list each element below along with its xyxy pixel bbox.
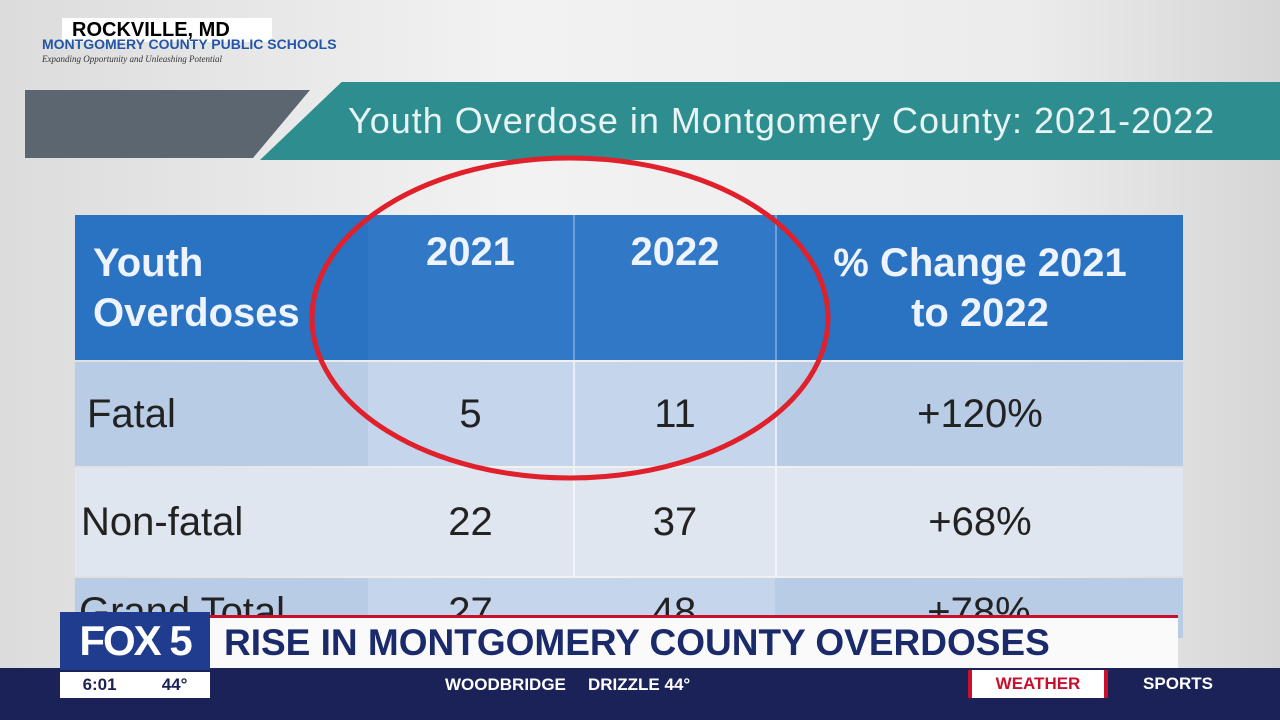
red-circle bbox=[309, 155, 831, 481]
banner-logo: FOX 5 bbox=[60, 612, 210, 670]
cell: +120% bbox=[775, 362, 1183, 466]
ticker-weather: DRIZZLE 44° bbox=[588, 675, 691, 694]
cell: 22 bbox=[368, 468, 573, 576]
row-label: Non-fatal bbox=[75, 468, 368, 576]
cell: 11 bbox=[573, 362, 775, 466]
slide-bar bbox=[260, 82, 1280, 160]
location-tag: ROCKVILLE, MD bbox=[62, 18, 272, 42]
headline-box: RISE IN MONTGOMERY COUNTY OVERDOSES bbox=[210, 615, 1178, 668]
row-label: Fatal bbox=[75, 362, 368, 466]
cell: 5 bbox=[368, 362, 573, 466]
cell: 37 bbox=[573, 468, 775, 576]
header-cell: 2022 bbox=[573, 215, 775, 360]
logo-org: MONTGOMERY COUNTY PUBLIC SCHOOLS bbox=[42, 36, 337, 52]
header-cell: 2021 bbox=[368, 215, 573, 360]
time-box: 6:01 44° bbox=[60, 672, 210, 698]
cell: +68% bbox=[775, 468, 1183, 576]
ticker-tab[interactable]: SPORTS bbox=[1143, 674, 1213, 693]
logo-tagline: Expanding Opportunity and Unleashing Pot… bbox=[42, 54, 222, 64]
time: 6:01 bbox=[82, 675, 117, 694]
slide-title: Youth Overdose in Montgomery County: 202… bbox=[348, 100, 1216, 141]
temperature: 44° bbox=[161, 675, 188, 694]
ticker-location: WOODBRIDGE bbox=[445, 675, 566, 694]
header-cell: % Change 2021 to 2022 bbox=[775, 215, 1183, 360]
ticker-tab[interactable]: WEATHER bbox=[968, 670, 1108, 698]
